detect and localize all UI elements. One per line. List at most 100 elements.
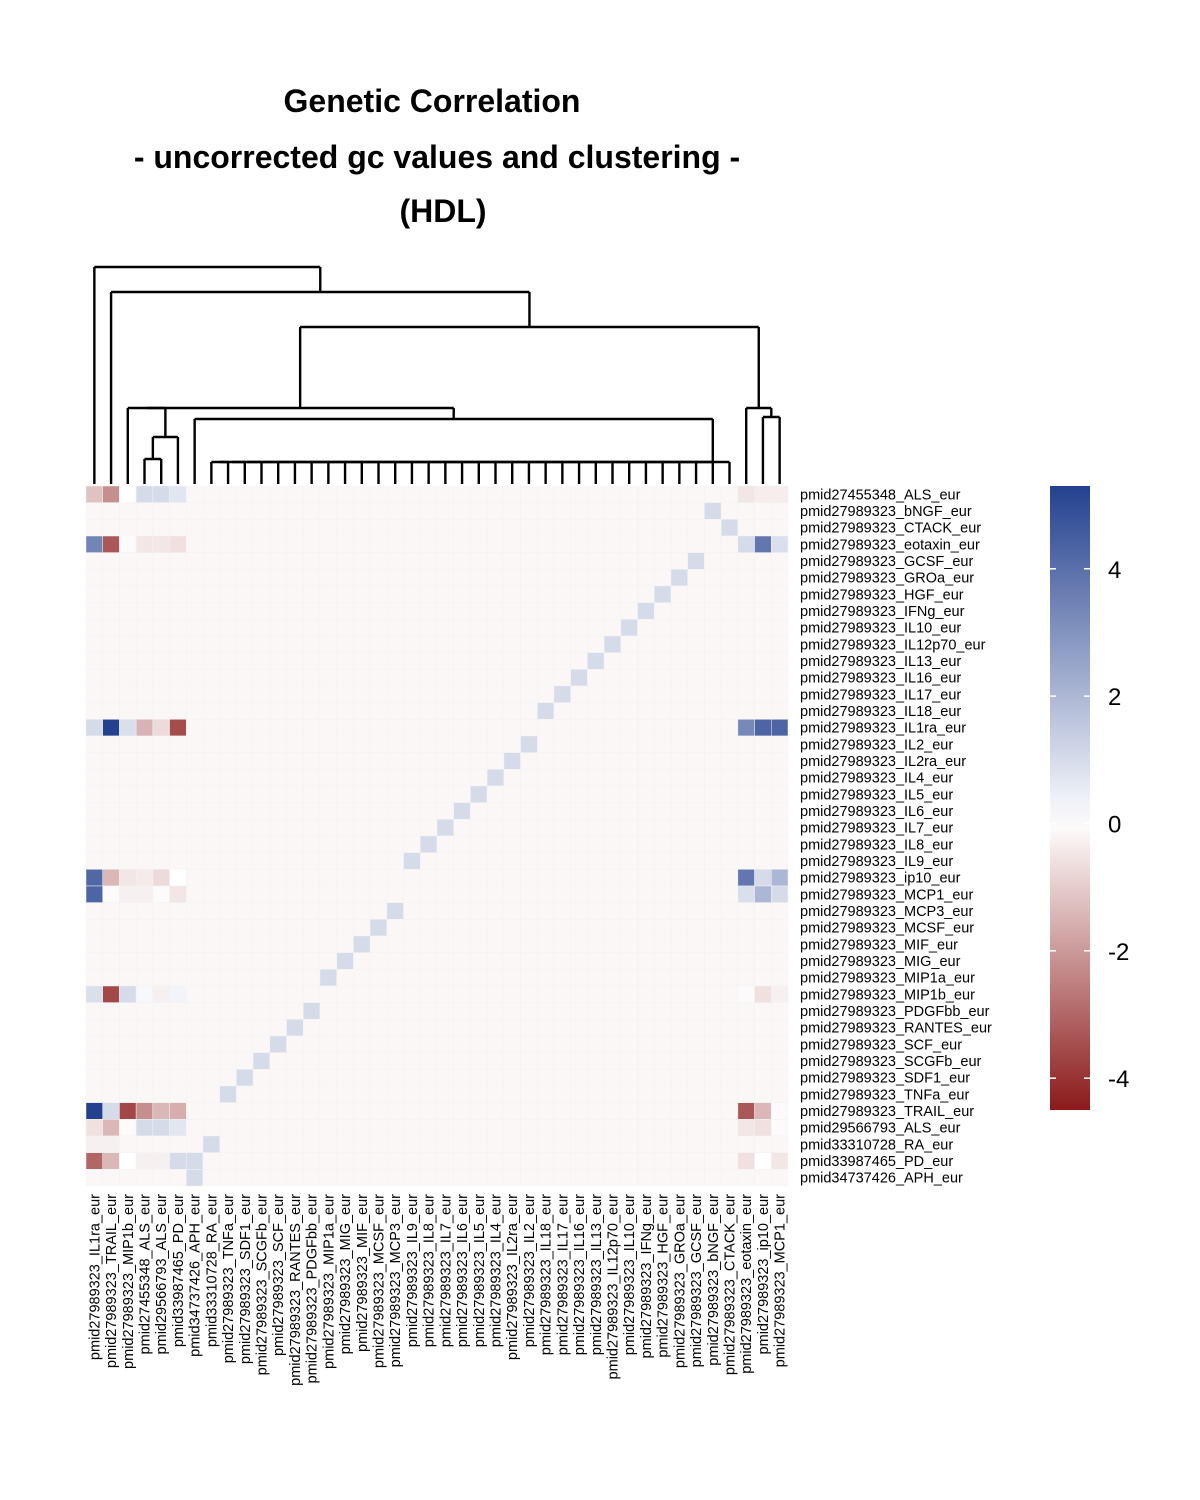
heatmap-cell bbox=[436, 652, 454, 670]
heatmap-cell bbox=[286, 902, 304, 920]
heatmap-cell bbox=[85, 685, 103, 703]
heatmap-cell bbox=[670, 685, 688, 703]
heatmap-cell bbox=[420, 935, 438, 953]
heatmap-cell bbox=[252, 1119, 271, 1137]
heatmap-cell bbox=[319, 1152, 337, 1170]
heatmap-cell bbox=[603, 1002, 622, 1020]
heatmap-cell bbox=[737, 502, 755, 520]
heatmap-cell bbox=[102, 585, 120, 603]
heatmap-cell bbox=[503, 485, 521, 503]
heatmap-cell bbox=[369, 852, 388, 870]
heatmap-cell bbox=[486, 819, 505, 837]
heatmap-cell bbox=[269, 1135, 287, 1153]
heatmap-cell bbox=[236, 535, 254, 553]
heatmap-cell bbox=[369, 985, 388, 1003]
heatmap-cell bbox=[420, 619, 438, 637]
heatmap-cell bbox=[369, 1019, 388, 1037]
heatmap-cell bbox=[269, 535, 287, 553]
heatmap-cell bbox=[202, 619, 220, 637]
heatmap-cell bbox=[269, 985, 287, 1003]
heatmap-cell bbox=[737, 802, 755, 820]
heatmap-cell bbox=[420, 785, 438, 803]
heatmap-cell bbox=[269, 502, 287, 520]
heatmap-cell bbox=[670, 785, 688, 803]
heatmap-cell bbox=[737, 535, 755, 553]
heatmap-cell bbox=[219, 902, 237, 920]
heatmap-cell bbox=[670, 819, 688, 837]
heatmap-cell bbox=[119, 1052, 137, 1070]
heatmap-cell bbox=[236, 652, 254, 670]
heatmap-cell bbox=[386, 952, 404, 970]
heatmap-cell bbox=[737, 1019, 755, 1037]
heatmap-cell bbox=[603, 1085, 622, 1103]
heatmap-cell bbox=[704, 735, 722, 753]
heatmap-cell bbox=[537, 535, 555, 553]
row-label: pmid27989323_IFNg_eur bbox=[800, 604, 965, 620]
heatmap-cell bbox=[637, 752, 655, 770]
heatmap-cell bbox=[553, 1102, 571, 1120]
heatmap-cell bbox=[503, 602, 521, 620]
heatmap-cell bbox=[553, 819, 571, 837]
heatmap-cell bbox=[152, 685, 170, 703]
heatmap-cell bbox=[102, 485, 120, 503]
heatmap-cell bbox=[135, 1002, 154, 1020]
heatmap-cell bbox=[135, 769, 154, 787]
heatmap-cell bbox=[369, 769, 388, 787]
heatmap-cell bbox=[303, 1052, 321, 1070]
heatmap-cell bbox=[520, 819, 538, 837]
heatmap-cell bbox=[654, 802, 672, 820]
heatmap-cell bbox=[754, 1052, 772, 1070]
heatmap-cell bbox=[553, 969, 571, 987]
heatmap-cell bbox=[436, 835, 454, 853]
heatmap-cell bbox=[470, 802, 488, 820]
heatmap-cell bbox=[236, 502, 254, 520]
heatmap-cell bbox=[319, 652, 337, 670]
heatmap-cell bbox=[453, 685, 471, 703]
heatmap-cell bbox=[169, 719, 187, 737]
heatmap-cell bbox=[470, 669, 488, 687]
heatmap-cell bbox=[637, 1002, 655, 1020]
heatmap-cell bbox=[269, 652, 287, 670]
heatmap-cell bbox=[202, 1152, 220, 1170]
heatmap-cell bbox=[303, 569, 321, 587]
heatmap-cell bbox=[286, 1069, 304, 1087]
heatmap-cell bbox=[386, 569, 404, 587]
column-label: pmid27989323_CTACK_eur bbox=[723, 1194, 739, 1375]
heatmap-cell bbox=[553, 702, 571, 720]
heatmap-cell bbox=[754, 635, 772, 653]
heatmap-cell bbox=[102, 685, 120, 703]
heatmap-cell bbox=[503, 1019, 521, 1037]
heatmap-cell bbox=[436, 1019, 454, 1037]
heatmap-cell bbox=[720, 952, 739, 970]
heatmap-cell bbox=[737, 835, 755, 853]
heatmap-cell bbox=[520, 969, 538, 987]
heatmap-cell bbox=[587, 985, 605, 1003]
heatmap-cell bbox=[336, 1169, 354, 1187]
heatmap-cell bbox=[286, 769, 304, 787]
heatmap-cell bbox=[269, 919, 287, 937]
heatmap-cell bbox=[386, 619, 404, 637]
heatmap-cell bbox=[403, 902, 421, 920]
row-label: pmid27989323_IL6_eur bbox=[800, 804, 953, 820]
heatmap-cell bbox=[303, 1085, 321, 1103]
heatmap-cell bbox=[85, 585, 103, 603]
heatmap-cell bbox=[403, 735, 421, 753]
heatmap-cell bbox=[537, 835, 555, 853]
heatmap-cell bbox=[269, 619, 287, 637]
heatmap-cell bbox=[436, 735, 454, 753]
heatmap-cell bbox=[587, 1102, 605, 1120]
heatmap-cell bbox=[737, 1119, 755, 1137]
heatmap-cell bbox=[520, 685, 538, 703]
heatmap-cell bbox=[336, 785, 354, 803]
heatmap-cell bbox=[720, 919, 739, 937]
heatmap-cell bbox=[470, 835, 488, 853]
heatmap-cell bbox=[319, 852, 337, 870]
heatmap-cell bbox=[169, 935, 187, 953]
heatmap-cell bbox=[85, 619, 103, 637]
heatmap-cell bbox=[420, 1002, 438, 1020]
heatmap-cell bbox=[135, 735, 154, 753]
heatmap-cell bbox=[470, 1102, 488, 1120]
heatmap-cell bbox=[470, 752, 488, 770]
column-label: pmid27989323_IL17_eur bbox=[555, 1194, 571, 1355]
heatmap-cell bbox=[169, 1035, 187, 1053]
